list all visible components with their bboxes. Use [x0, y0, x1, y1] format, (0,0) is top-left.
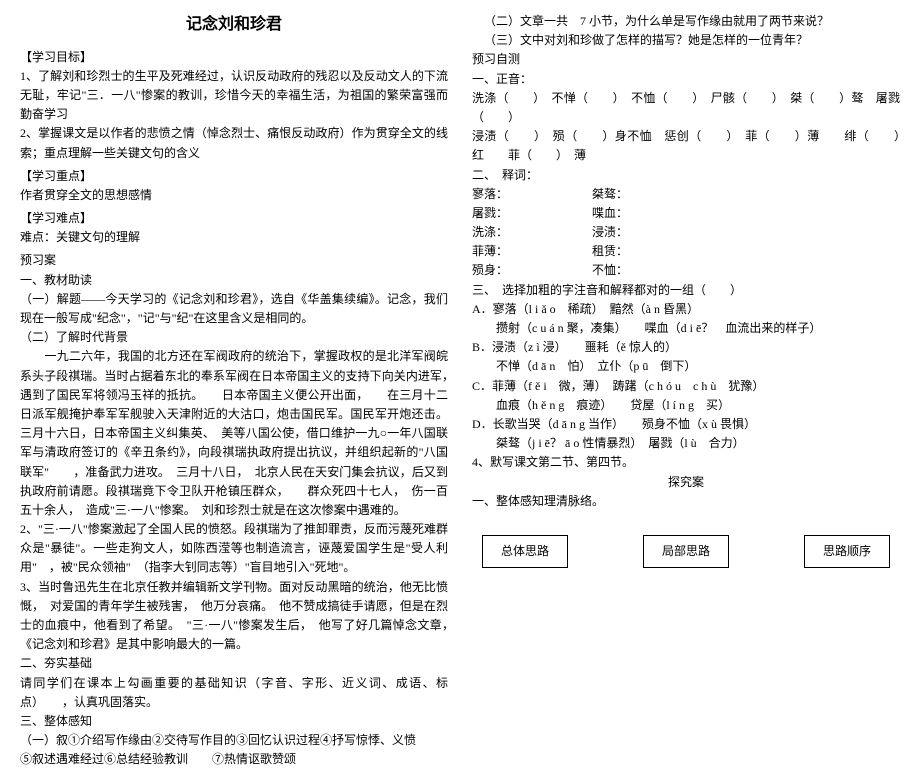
pronunciation-row-1: 洗涤（ ） 不惮（ ） 不恤（ ） 尸骸（ ） 桀（ ）骜 屠戮（ ） [472, 89, 900, 127]
vocab-5a: 殒身： [472, 261, 542, 280]
vocab-row-3: 洗涤： 浸渍： [472, 223, 900, 242]
doc-title: 记念刘和珍君 [20, 12, 448, 38]
background-1: 一九二六年，我国的北方还在军阀政府的统治下，掌握政权的是北洋军阀皖系头子段祺瑞。… [20, 347, 448, 520]
pronunciation-row-2: 浸渍（ ） 殒（ ）身不恤 惩创（ ） 菲（ ）薄 绯（ ） 红 菲（ ） 薄 [472, 127, 900, 165]
flow-boxes: 总体思路 局部思路 思路顺序 [472, 535, 900, 568]
background-3: 3、当时鲁迅先生在北京任教并编辑新文学刊物。面对反动黑暗的统治，他无比愤慨， 对… [20, 578, 448, 655]
vocab-row-1: 寥落： 桀骜： [472, 185, 900, 204]
left-column: 记念刘和珍君 【学习目标】 1、了解刘和珍烈士的生平及死难经过，认识反动政府的残… [20, 12, 448, 637]
vocab-row-2: 屠戮： 喋血： [472, 204, 900, 223]
box-overall: 总体思路 [482, 535, 568, 568]
question-2: （二）文章一共 7 小节，为什么单是写作缘由就用了两节来说？ [472, 12, 900, 31]
heading-focus: 【学习重点】 [20, 167, 448, 186]
choice-c2: 血痕（h ě n g 痕迹） 贷屋（l í n g 买） [472, 396, 900, 415]
vocab-4a: 菲薄： [472, 242, 542, 261]
vocab-row-5: 殒身： 不恤： [472, 261, 900, 280]
heading-explain: 二、 释词： [472, 166, 900, 185]
vocab-5b: 不恤： [592, 261, 628, 280]
whole-line-2: ⑤叙述遇难经过⑥总结经验教训 ⑦热情讴歌赞颂 [20, 750, 448, 769]
heading-overall: 一、整体感知理清脉络。 [472, 492, 900, 511]
heading-preview: 预习案 [20, 251, 448, 270]
heading-explore: 探究案 [472, 473, 900, 492]
silent-write: 4、默写课文第二节、第四节。 [472, 453, 900, 472]
vocab-3b: 浸渍： [592, 223, 628, 242]
vocab-3a: 洗涤： [472, 223, 542, 242]
objective-1: 1、了解刘和珍烈士的生平及死难经过，认识反动政府的残忍以及反动文人的下流无耻，牢… [20, 67, 448, 125]
material-1: （一）解题——今天学习的《记念刘和珍君》，选自《华盖集续编》。记念，我们现在一般… [20, 290, 448, 328]
vocab-4b: 租赁： [592, 242, 628, 261]
choice-b1: B．浸渍（z ì 浸） 噩耗（ě 惊人的） [472, 338, 900, 357]
material-2: （二）了解时代背景 [20, 328, 448, 347]
background-2: 2、"三·一八"惨案激起了全国人民的愤怒。段祺瑞为了推卸罪责，反而污蔑死难群众是… [20, 520, 448, 578]
right-column: （二）文章一共 7 小节，为什么单是写作缘由就用了两节来说？ （三）文中对刘和珍… [472, 12, 900, 637]
vocab-2b: 喋血： [592, 204, 628, 223]
choice-d2: 桀骜（j i ē？ ā o 性情暴烈） 屠戮（l ù 合力） [472, 434, 900, 453]
difficulty-text: 难点：关键文句的理解 [20, 228, 448, 247]
heading-objective: 【学习目标】 [20, 48, 448, 67]
heading-difficulty: 【学习难点】 [20, 209, 448, 228]
choice-b2: 不惮（d ā n 怕） 立仆（p ū 倒下） [472, 357, 900, 376]
question-3: （三）文中对刘和珍做了怎样的描写？她是怎样的一位青年？ [472, 31, 900, 50]
heading-basis: 二、夯实基础 [20, 654, 448, 673]
heading-choice: 三、 选择加粗的字注音和解释都对的一组（ ） [472, 281, 900, 300]
vocab-2a: 屠戮： [472, 204, 542, 223]
focus-text: 作者贯穿全文的思想感情 [20, 186, 448, 205]
objective-2: 2、掌握课文是以作者的悲愤之情（悼念烈士、痛恨反动政府）作为贯穿全文的线索；重点… [20, 124, 448, 162]
basis-text: 请同学们在课本上勾画重要的基础知识（字音、字形、近义词、成语、标点） ，认真巩固… [20, 674, 448, 712]
vocab-row-4: 菲薄： 租赁： [472, 242, 900, 261]
choice-c1: C．菲薄（f ě i 微，薄） 踌躇（c h ó u c h ù 犹豫） [472, 377, 900, 396]
choice-d1: D．长歌当哭（d ā n g 当作） 殒身不恤（x ù 畏惧） [472, 415, 900, 434]
box-local: 局部思路 [643, 535, 729, 568]
vocab-1a: 寥落： [472, 185, 542, 204]
heading-pronunciation: 一、正音： [472, 70, 900, 89]
vocab-1b: 桀骜： [592, 185, 628, 204]
box-order: 思路顺序 [804, 535, 890, 568]
choice-a1: A．寥落（l i ǎ o 稀疏） 黯然（à n 昏黑） [472, 300, 900, 319]
heading-material: 一、教材助读 [20, 271, 448, 290]
whole-line-1: （一）叙①介绍写作缘由②交待写作目的③回忆认识过程④抒写惊悸、义愤 [20, 731, 448, 750]
heading-selftest: 预习自测 [472, 50, 900, 69]
heading-whole: 三、整体感知 [20, 712, 448, 731]
choice-a2: 攒射（c u á n 聚，凑集） 喋血（d i ē？ 血流出来的样子） [472, 319, 900, 338]
